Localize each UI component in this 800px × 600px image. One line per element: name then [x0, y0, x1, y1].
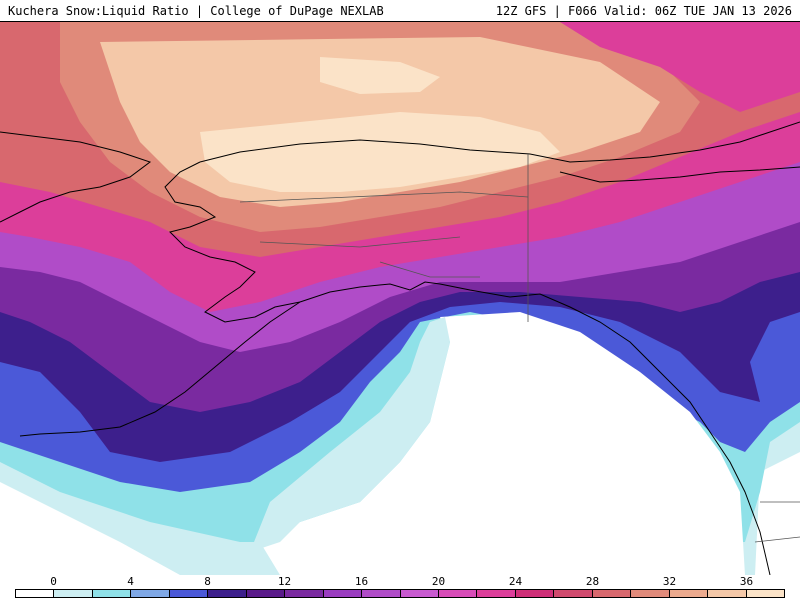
- colorbar-swatch: [400, 590, 439, 597]
- colorbar-tick-label: 28: [585, 575, 600, 588]
- colorbar-swatch: [631, 590, 670, 597]
- colorbar-swatch: [169, 590, 209, 597]
- colorbar-tick-label: 24: [508, 575, 523, 588]
- alaska-west-coast: [164, 161, 301, 323]
- alaska-peninsula: [299, 281, 771, 575]
- colorbar-swatch: [362, 590, 401, 597]
- coastlines: [0, 121, 800, 575]
- alaska-region-lines: [239, 191, 529, 278]
- colorbar-swatch: [554, 590, 593, 597]
- colorbar-swatch: [746, 590, 785, 597]
- model-run-info: 12Z GFS | F066 Valid: 06Z TUE JAN 13 202…: [495, 4, 792, 18]
- borders: [239, 154, 800, 543]
- colorbar-swatch: [246, 590, 286, 597]
- alaska-north-coast: [199, 121, 800, 163]
- colorbar-tick-label: 12: [277, 575, 292, 588]
- colorbar-swatch: [708, 590, 747, 597]
- field-magenta-ne: [560, 22, 800, 112]
- map-header: Kuchera Snow:Liquid Ratio | College of D…: [0, 0, 800, 22]
- colorbar-tick-label: 32: [662, 575, 677, 588]
- canada-provinces: [754, 501, 800, 543]
- colorbar-tick-label: 8: [204, 575, 211, 588]
- colorbar-swatch: [515, 590, 555, 597]
- colorbar-swatch: [208, 590, 247, 597]
- gulf-low-ratio: [260, 312, 745, 575]
- gulf-cyan-edge: [250, 317, 450, 552]
- colorbar-swatch: [54, 590, 93, 597]
- colorbar-tick-label: 4: [127, 575, 134, 588]
- colorbar-swatch: [285, 590, 324, 597]
- chukotka-coast: [0, 131, 152, 223]
- colorbar-swatches: [15, 589, 785, 598]
- map-title: Kuchera Snow:Liquid Ratio | College of D…: [8, 4, 384, 18]
- colorbar-swatch: [131, 590, 170, 597]
- colorbar-tick-label: 0: [50, 575, 57, 588]
- colorbar-tick-label: 20: [431, 575, 446, 588]
- colorbar-tick-label: 16: [354, 575, 369, 588]
- colorbar-swatch: [92, 590, 132, 597]
- field-cream-north: [320, 57, 440, 94]
- snow-ratio-map: [0, 22, 800, 575]
- colorbar-swatch: [669, 590, 709, 597]
- colorbar-labels: 0481216202428323640: [0, 575, 800, 588]
- colorbar-swatch: [438, 590, 478, 597]
- colorbar-swatch: [323, 590, 363, 597]
- aleutian-chain: [19, 301, 301, 437]
- colorbar-swatch: [16, 590, 55, 597]
- canada-arctic-coast: [559, 166, 800, 183]
- colorbar-tick-label: 36: [739, 575, 754, 588]
- colorbar-swatch: [592, 590, 632, 597]
- colorbar-legend: 0481216202428323640: [0, 575, 800, 600]
- colorbar-swatch: [477, 590, 516, 597]
- field-cream: [200, 112, 560, 192]
